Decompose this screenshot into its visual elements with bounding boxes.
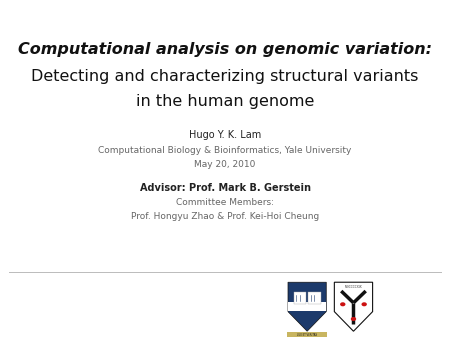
Text: Hugo Y. K. Lam: Hugo Y. K. Lam [189,130,261,140]
Circle shape [351,317,356,321]
Text: in the human genome: in the human genome [136,94,314,109]
Text: Detecting and characterizing structural variants: Detecting and characterizing structural … [32,69,419,83]
Circle shape [340,302,346,306]
Polygon shape [334,282,373,331]
Bar [288,302,326,311]
Text: May 20, 2010: May 20, 2010 [194,160,256,169]
Text: Computational analysis on genomic variation:: Computational analysis on genomic variat… [18,42,432,56]
Text: Computational Biology & Bioinformatics, Yale University: Computational Biology & Bioinformatics, … [98,146,352,155]
Bar [308,292,320,304]
Text: Prof. Hongyu Zhao & Prof. Kei-Hoi Cheung: Prof. Hongyu Zhao & Prof. Kei-Hoi Cheung [131,213,319,221]
Bar [294,292,306,304]
Text: Committee Members:: Committee Members: [176,198,274,207]
Polygon shape [288,282,326,331]
Text: MDCCCCXIX: MDCCCCXIX [345,285,362,289]
Text: Advisor: Prof. Mark B. Gerstein: Advisor: Prof. Mark B. Gerstein [140,183,310,193]
Text: LUX ET VERITAS: LUX ET VERITAS [297,333,317,337]
Circle shape [361,302,367,306]
Bar [287,332,327,337]
